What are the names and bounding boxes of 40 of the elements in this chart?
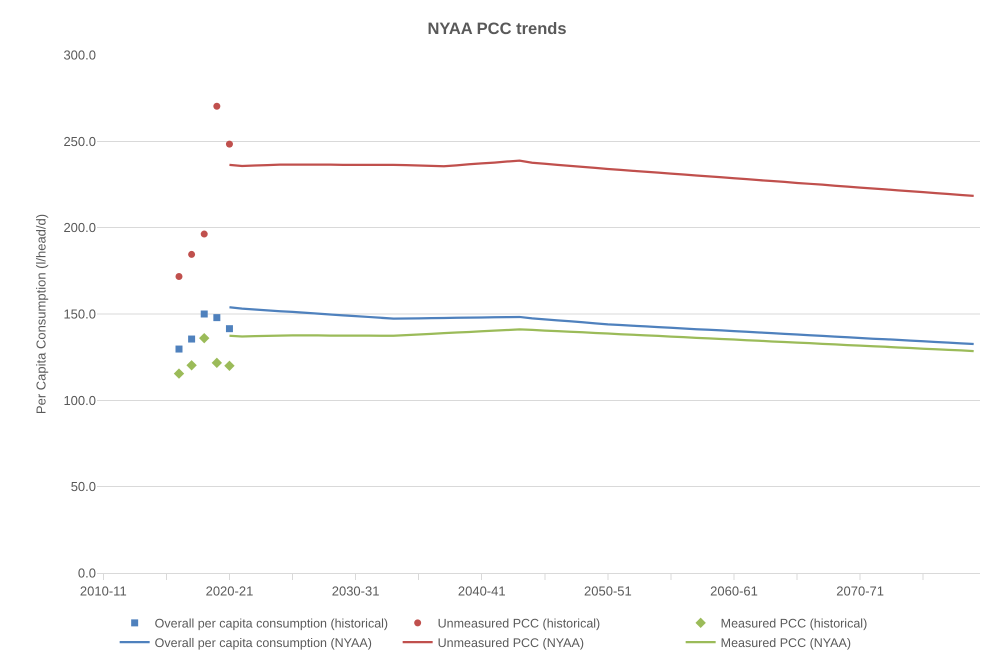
y-tick-label: 200.0 [63, 220, 96, 236]
x-tick-label: 2050-51 [584, 584, 632, 599]
line-series [228, 160, 975, 198]
point [213, 102, 220, 110]
point [200, 310, 208, 318]
point [174, 368, 184, 379]
legend-label: Overall per capita consumption (historical) [154, 616, 388, 631]
y-tick-label: 100.0 [63, 392, 96, 408]
line-series [228, 306, 975, 346]
legend-label: Unmeasured PCC (NYAA) [438, 636, 584, 650]
line-series [228, 328, 975, 352]
y-axis-title: Per Capita Consumption (l/head/d) [33, 214, 48, 414]
x-tick-label: 2070-71 [836, 584, 884, 599]
legend-label: Measured PCC (historical) [720, 616, 868, 631]
point [226, 140, 233, 148]
point [175, 346, 182, 353]
y-tick-label: 0.0 [78, 566, 96, 581]
point [188, 336, 196, 343]
legend-label: Unmeasured PCC (historical) [438, 616, 600, 631]
x-tick-label: 2010-11 [80, 584, 127, 599]
point [199, 332, 210, 344]
legend-label: Overall per capita consumption (NYAA) [154, 636, 372, 650]
x-tick-label: 2020-21 [206, 584, 254, 599]
point [200, 230, 208, 238]
x-tick-label: 2060-61 [710, 584, 758, 599]
x-tick-label: 2040-41 [458, 584, 506, 599]
point [226, 325, 233, 332]
legend-label: Measured PCC (NYAA) [720, 636, 852, 650]
chart-title: NYAA PCC trends [427, 20, 567, 38]
x-tick-label: 2030-31 [332, 584, 380, 599]
y-tick-label: 150.0 [63, 306, 96, 322]
y-tick-label: 50.0 [70, 479, 96, 494]
point [212, 358, 222, 368]
point [186, 360, 197, 370]
y-tick-label: 300.0 [63, 48, 96, 63]
y-tick-label: 250.0 [63, 134, 96, 149]
point [188, 250, 196, 258]
point [213, 314, 220, 322]
point [224, 360, 235, 371]
point [175, 273, 182, 280]
